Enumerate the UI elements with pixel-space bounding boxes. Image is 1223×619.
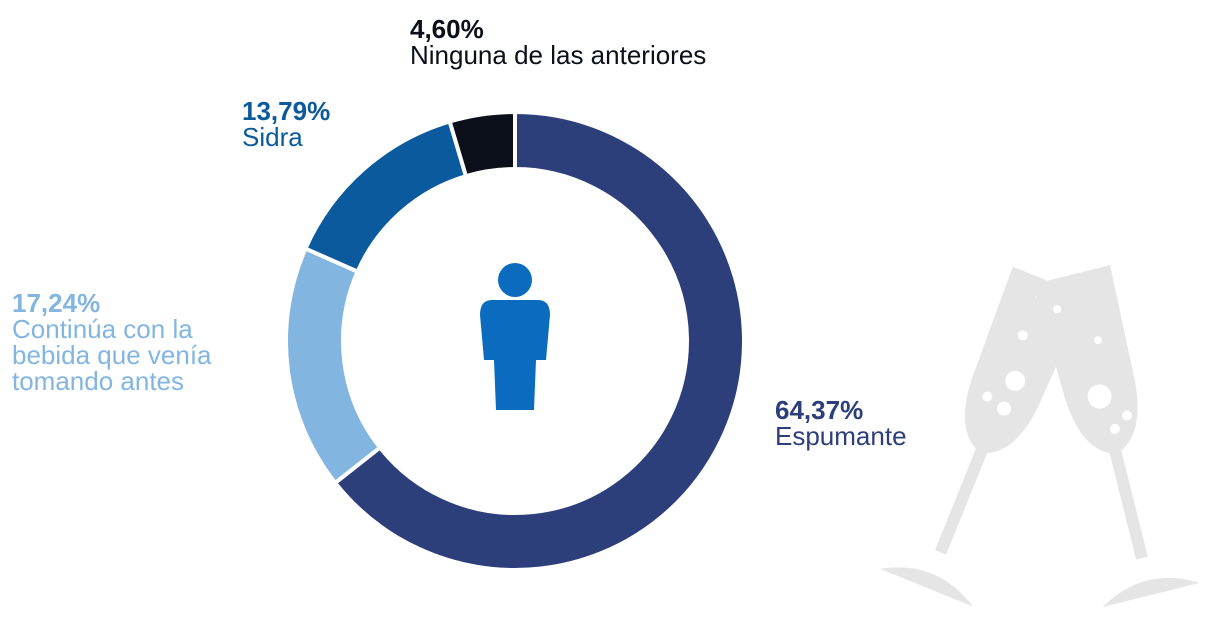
value-label: 17,24% (12, 290, 257, 316)
segment-label: 13,79%Sidra (242, 98, 330, 150)
glasses-illustration (880, 263, 1200, 607)
person-icon (480, 263, 550, 410)
value-label: 4,60% (410, 16, 706, 42)
segment-label: 64,37%Espumante (775, 397, 907, 449)
page: {"chart_data": {"type": "pie", "donut": … (0, 0, 1223, 619)
category-label: Espumante (775, 423, 907, 449)
category-label: Continúa con la bebida que venía tomando… (12, 316, 257, 394)
category-label: Ninguna de las anteriores (410, 42, 706, 68)
segment-label: 17,24%Continúa con la bebida que venía t… (12, 290, 257, 394)
segment-label: 4,60%Ninguna de las anteriores (410, 16, 706, 68)
category-label: Sidra (242, 124, 330, 150)
value-label: 64,37% (775, 397, 907, 423)
donut-segment (286, 249, 380, 483)
value-label: 13,79% (242, 98, 330, 124)
